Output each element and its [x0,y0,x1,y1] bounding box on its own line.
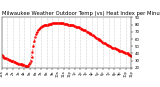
Text: Milwaukee Weather Outdoor Temp (vs) Heat Index per Minute (Last 24 Hours): Milwaukee Weather Outdoor Temp (vs) Heat… [2,11,160,16]
